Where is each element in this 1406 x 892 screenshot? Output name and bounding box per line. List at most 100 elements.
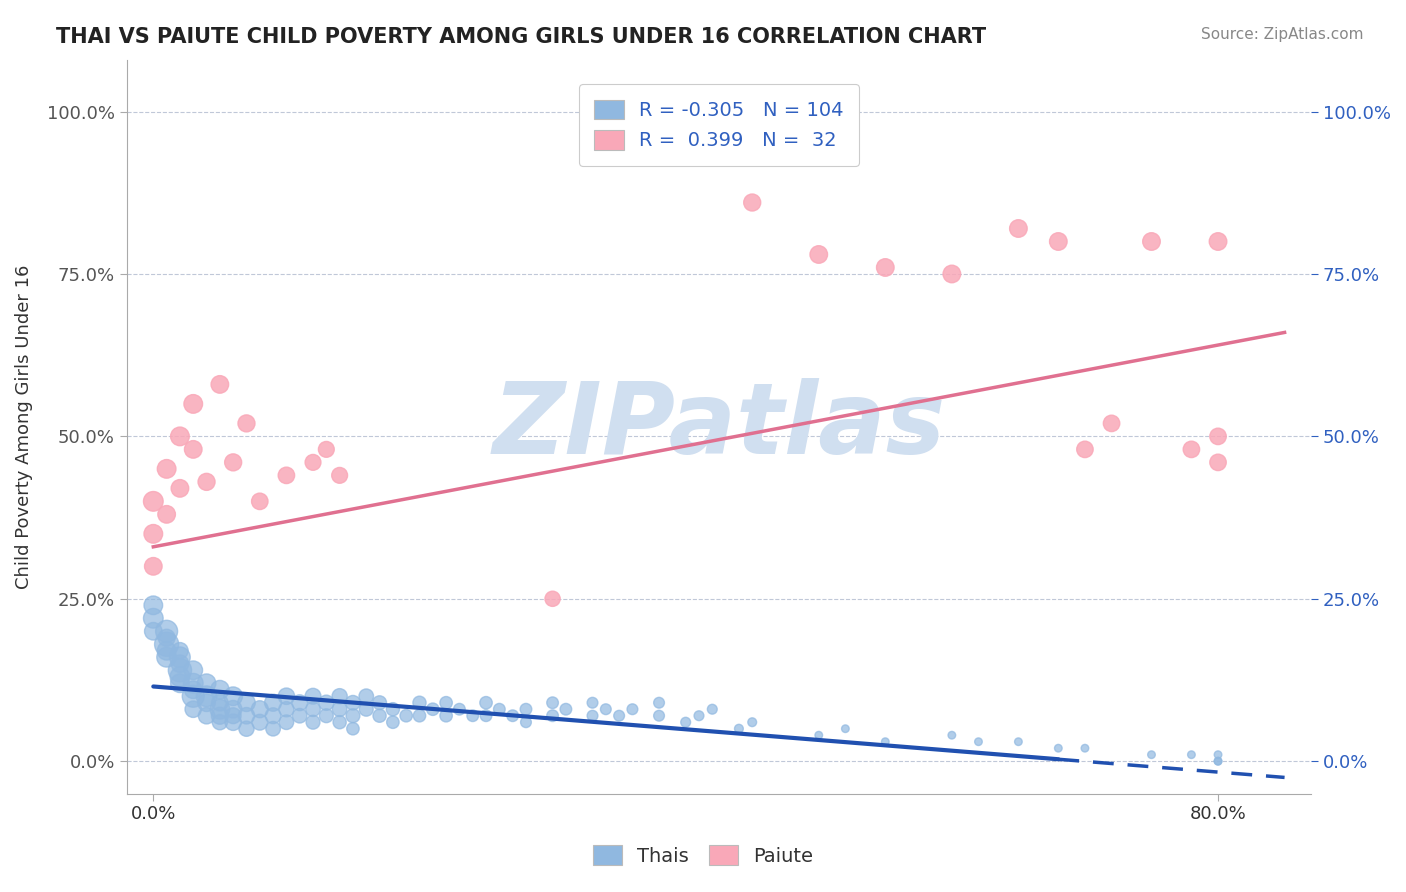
Point <box>315 442 337 457</box>
Point <box>156 508 179 522</box>
Y-axis label: Child Poverty Among Girls Under 16: Child Poverty Among Girls Under 16 <box>15 264 32 589</box>
Point <box>329 690 352 704</box>
Point <box>941 267 963 281</box>
Point <box>156 644 179 658</box>
Point <box>807 728 830 742</box>
Point <box>235 417 257 431</box>
Text: Source: ZipAtlas.com: Source: ZipAtlas.com <box>1201 27 1364 42</box>
Point <box>208 702 231 716</box>
Point <box>222 690 245 704</box>
Point <box>875 260 897 275</box>
Point <box>554 702 576 716</box>
Point <box>329 702 352 716</box>
Point <box>1140 747 1163 762</box>
Point <box>276 715 298 730</box>
Point <box>675 715 697 730</box>
Point <box>1007 735 1029 749</box>
Point <box>354 690 377 704</box>
Point <box>1206 754 1229 768</box>
Point <box>1206 747 1229 762</box>
Point <box>169 670 191 684</box>
Point <box>1206 235 1229 249</box>
Point <box>262 696 284 710</box>
Point <box>875 735 897 749</box>
Point <box>541 591 564 606</box>
Point <box>169 481 191 495</box>
Point <box>515 715 537 730</box>
Text: ZIPatlas: ZIPatlas <box>492 378 945 475</box>
Point <box>449 702 471 716</box>
Point <box>169 663 191 677</box>
Legend: Thais, Paiute: Thais, Paiute <box>585 838 821 873</box>
Point <box>1180 747 1202 762</box>
Point <box>395 708 418 723</box>
Point <box>276 702 298 716</box>
Point <box>142 624 165 639</box>
Point <box>156 637 179 651</box>
Point <box>741 715 763 730</box>
Point <box>475 708 498 723</box>
Point <box>195 676 218 690</box>
Point <box>169 429 191 443</box>
Point <box>621 702 644 716</box>
Point <box>302 690 325 704</box>
Point <box>235 708 257 723</box>
Point <box>181 663 204 677</box>
Legend: R = -0.305   N = 104, R =  0.399   N =  32: R = -0.305 N = 104, R = 0.399 N = 32 <box>579 84 859 166</box>
Point <box>475 696 498 710</box>
Point <box>235 696 257 710</box>
Point <box>262 708 284 723</box>
Point <box>222 708 245 723</box>
Point <box>276 468 298 483</box>
Point <box>181 442 204 457</box>
Point <box>581 696 603 710</box>
Point <box>276 690 298 704</box>
Point <box>262 722 284 736</box>
Point <box>329 468 352 483</box>
Point <box>688 708 710 723</box>
Point <box>288 696 311 710</box>
Point <box>381 702 404 716</box>
Point <box>1047 741 1070 756</box>
Point <box>208 377 231 392</box>
Point <box>156 631 179 645</box>
Point <box>302 455 325 469</box>
Point <box>1206 429 1229 443</box>
Point <box>1074 442 1097 457</box>
Point <box>461 708 484 723</box>
Point <box>156 462 179 476</box>
Point <box>434 696 457 710</box>
Point <box>181 397 204 411</box>
Point <box>381 715 404 730</box>
Point <box>1074 741 1097 756</box>
Point <box>142 526 165 541</box>
Point <box>249 702 271 716</box>
Point <box>342 708 364 723</box>
Point <box>342 696 364 710</box>
Point <box>142 494 165 508</box>
Point <box>541 696 564 710</box>
Point <box>834 722 856 736</box>
Point <box>222 702 245 716</box>
Point <box>581 708 603 723</box>
Point <box>156 624 179 639</box>
Point <box>208 696 231 710</box>
Point <box>354 702 377 716</box>
Point <box>315 708 337 723</box>
Point <box>1047 235 1070 249</box>
Point <box>249 494 271 508</box>
Point <box>208 708 231 723</box>
Point <box>1206 455 1229 469</box>
Point <box>422 702 444 716</box>
Point <box>434 708 457 723</box>
Point <box>181 676 204 690</box>
Point <box>1180 442 1202 457</box>
Point <box>302 715 325 730</box>
Point <box>368 708 391 723</box>
Point <box>302 702 325 716</box>
Point <box>142 599 165 613</box>
Point <box>156 650 179 665</box>
Point <box>222 455 245 469</box>
Point <box>195 690 218 704</box>
Point <box>195 475 218 489</box>
